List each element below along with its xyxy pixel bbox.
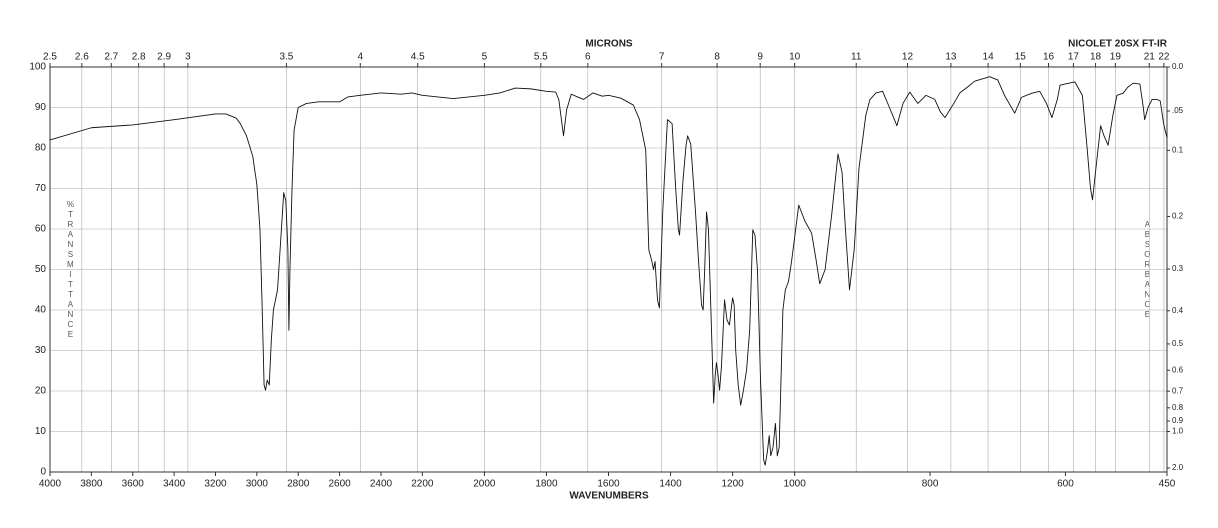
y-tick-label: 90 (35, 102, 47, 113)
x2-tick-label: 4 (357, 52, 363, 63)
x-tick-label: 1200 (721, 479, 744, 490)
x-tick-label: 3000 (246, 479, 269, 490)
y2-tick-label: 0.3 (1172, 264, 1184, 273)
x2-tick-label: 14 (983, 52, 995, 63)
y-tick-label: 100 (29, 62, 46, 73)
x2-tick-label: 4.5 (411, 52, 425, 63)
y-tick-label: 40 (35, 305, 47, 316)
x2-tick-label: 6 (585, 52, 591, 63)
y-tick-label: 60 (35, 224, 47, 235)
x-tick-label: 2400 (370, 479, 393, 490)
y2-tick-label: 0.2 (1172, 212, 1184, 221)
x-tick-label: 1000 (784, 479, 807, 490)
x2-tick-label: 3 (185, 52, 191, 63)
x2-axis-label: MICRONS (585, 39, 633, 50)
x2-tick-label: 18 (1090, 52, 1102, 63)
x2-tick-label: 7 (659, 52, 665, 63)
x-tick-label: 450 (1159, 479, 1176, 490)
x-tick-label: 3600 (122, 479, 145, 490)
y2-tick-label: 0.7 (1172, 386, 1184, 395)
y-tick-label: 80 (35, 143, 47, 154)
chart-title: NICOLET 20SX FT-IR (1068, 39, 1168, 50)
y-tick-label: 30 (35, 345, 47, 356)
x2-tick-label: 15 (1015, 52, 1027, 63)
y-tick-label: 0 (40, 467, 46, 478)
y2-tick-label: 0.5 (1172, 339, 1184, 348)
x2-tick-label: 5.5 (534, 52, 548, 63)
spectrum-line (49, 76, 1168, 466)
x2-tick-label: 10 (789, 52, 801, 63)
x2-tick-label: 2.8 (132, 52, 146, 63)
grid (49, 66, 1167, 473)
y2-tick-label: 0.0 (1172, 62, 1184, 71)
x-tick-label: 3800 (80, 479, 103, 490)
x2-tick-label: 22 (1158, 52, 1170, 63)
x-tick-label: 600 (1057, 479, 1074, 490)
y2-tick-label: 0.8 (1172, 403, 1184, 412)
x-tick-label: 2600 (328, 479, 351, 490)
x2-tick-label: 12 (902, 52, 914, 63)
x-tick-label: 1800 (535, 479, 558, 490)
x-tick-label: 2000 (473, 479, 496, 490)
y-tick-label: 50 (35, 264, 47, 275)
x-tick-label: 4000 (39, 479, 62, 490)
x-tick-label: 2800 (287, 479, 310, 490)
x2-tick-label: 5 (482, 52, 488, 63)
x-axis-label: WAVENUMBERS (569, 491, 649, 502)
x-tick-label: 800 (922, 479, 939, 490)
y-tick-label: 70 (35, 183, 47, 194)
y2-tick-label: 0.4 (1172, 306, 1184, 315)
x2-tick-label: 3.5 (279, 52, 293, 63)
y2-tick-label: 1.0 (1172, 427, 1184, 436)
x2-tick-label: 2.6 (75, 52, 89, 63)
x2-tick-label: 8 (714, 52, 720, 63)
y-tick-label: 20 (35, 386, 47, 397)
y2-tick-label: 2.0 (1172, 463, 1184, 472)
x-tick-label: 1600 (597, 479, 620, 490)
x-tick-label: 2200 (411, 479, 434, 490)
x2-tick-label: 13 (945, 52, 957, 63)
y2-tick-label: .05 (1172, 106, 1184, 115)
x2-tick-label: 16 (1043, 52, 1055, 63)
x2-tick-label: 2.5 (43, 52, 57, 63)
y2-axis-label: ABSORBANCE (1143, 220, 1152, 320)
y2-tick-label: 0.6 (1172, 365, 1184, 374)
x2-tick-label: 2.9 (157, 52, 171, 63)
x-tick-label: 3400 (163, 479, 186, 490)
x2-tick-label: 11 (851, 52, 862, 63)
plot-frame (49, 66, 1168, 473)
x-tick-label: 3200 (204, 479, 227, 490)
x2-tick-label: 9 (757, 52, 763, 63)
y-axis-label: %TRANSMITTANCE (66, 200, 75, 340)
y2-tick-label: 0.1 (1172, 145, 1184, 154)
x2-tick-label: 2.7 (104, 52, 118, 63)
y2-tick-label: 0.9 (1172, 416, 1184, 425)
x2-tick-label: 17 (1068, 52, 1080, 63)
y-tick-label: 10 (35, 426, 47, 437)
x-tick-label: 1400 (659, 479, 682, 490)
x2-tick-label: 19 (1110, 52, 1122, 63)
x2-tick-label: 21 (1144, 52, 1156, 63)
